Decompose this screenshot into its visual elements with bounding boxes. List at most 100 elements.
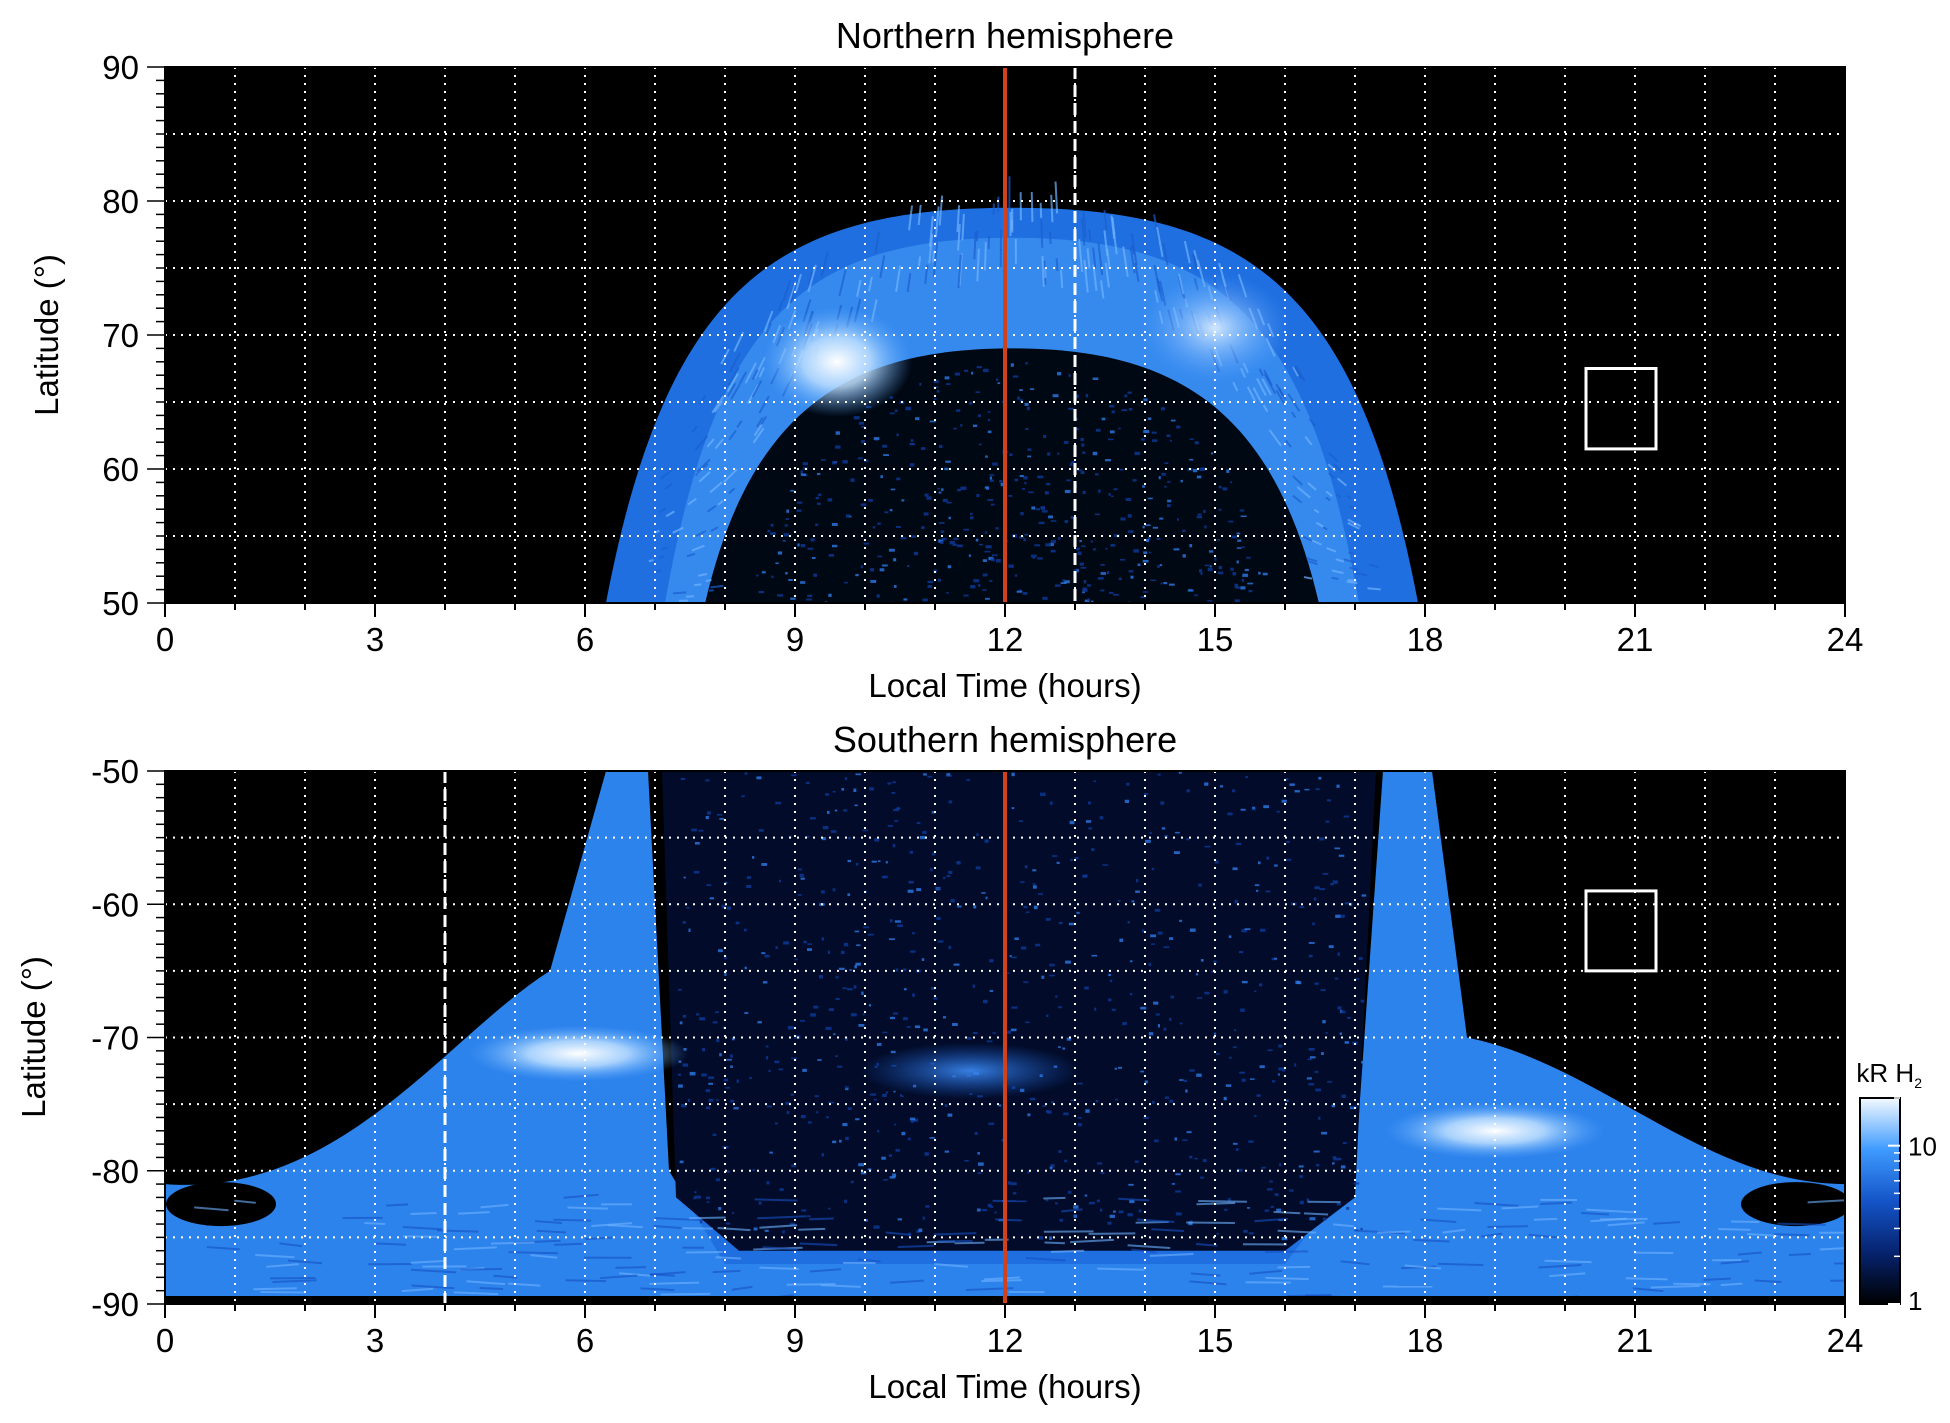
north-speckle	[976, 493, 980, 498]
south-speckle	[707, 811, 711, 815]
north-streak	[1335, 558, 1345, 563]
north-streak	[1131, 244, 1135, 255]
south-speckle	[1241, 1078, 1246, 1082]
south-speckle	[1333, 1157, 1339, 1161]
south-speckle	[821, 1153, 824, 1157]
north-x-tick-label: 21	[1617, 621, 1654, 658]
south-speckle	[1289, 783, 1295, 786]
north-speckle	[860, 565, 863, 569]
north-speckle	[947, 565, 952, 569]
north-speckle	[1050, 549, 1056, 553]
south-speckle	[889, 1176, 896, 1179]
south-speckle	[894, 1123, 897, 1126]
north-speckle	[1142, 525, 1145, 529]
north-streak	[694, 583, 702, 587]
south-speckle	[1102, 864, 1108, 866]
south-speckle	[887, 824, 894, 827]
south-speckle	[718, 949, 723, 953]
south-speckle	[1154, 909, 1161, 912]
north-speckle	[1120, 517, 1126, 521]
south-speckle	[1332, 880, 1338, 884]
south-speckle	[736, 1079, 739, 1083]
north-speckle	[1037, 475, 1044, 479]
north-streak	[1346, 494, 1352, 500]
north-streak	[695, 530, 707, 537]
north-speckle	[1094, 513, 1101, 516]
south-speckle	[1027, 1113, 1031, 1117]
south-speckle	[724, 955, 727, 960]
north-speckle	[1045, 543, 1051, 547]
south-speckle	[1248, 1232, 1254, 1235]
south-speckle	[842, 1122, 848, 1127]
north-speckle	[1038, 521, 1045, 525]
north-speckle	[1258, 571, 1261, 575]
north-speckle	[956, 409, 961, 412]
south-speckle	[769, 1151, 773, 1154]
north-streak	[1122, 246, 1129, 277]
colorbar-label: kR H2	[1856, 1058, 1922, 1091]
north-speckle	[842, 460, 848, 464]
north-speckle	[818, 493, 822, 497]
south-speckle	[716, 1099, 719, 1101]
south-reference-box	[1584, 889, 1658, 973]
south-streak	[255, 1253, 295, 1259]
north-speckle	[1024, 533, 1029, 536]
north-speckle	[1026, 406, 1030, 411]
south-speckle	[1062, 1047, 1066, 1050]
south-speckle	[1320, 1052, 1324, 1055]
south-speckle	[912, 1118, 919, 1122]
south-speckle	[1313, 1150, 1320, 1153]
south-streak	[1632, 1287, 1664, 1293]
north-y-tick-label: 50	[102, 585, 139, 622]
north-speckle	[977, 414, 982, 418]
south-speckle	[1251, 808, 1256, 811]
south-streak	[535, 1220, 563, 1225]
north-speckle	[1024, 481, 1027, 485]
north-speckle	[790, 489, 795, 492]
north-speckle	[1217, 571, 1224, 575]
north-speckle	[1025, 428, 1029, 431]
south-speckle	[719, 817, 725, 820]
south-speckle	[791, 1057, 798, 1060]
north-streak	[934, 206, 940, 238]
north-speckle	[1041, 510, 1048, 513]
south-speckle	[1186, 1131, 1192, 1134]
north-speckle	[1118, 577, 1122, 581]
south-speckle	[850, 1180, 854, 1184]
south-speckle	[1059, 1218, 1063, 1222]
south-speckle	[1164, 834, 1169, 838]
south-speckle	[1151, 867, 1155, 871]
south-speckle	[1277, 1073, 1280, 1076]
north-streak	[1307, 560, 1318, 566]
south-speckle	[1067, 1190, 1072, 1194]
south-speckle	[758, 1201, 762, 1205]
south-streak	[762, 1246, 798, 1251]
south-speckle	[1032, 885, 1037, 889]
north-streak	[706, 505, 717, 513]
south-speckle	[883, 875, 888, 879]
north-speckle	[1226, 469, 1230, 473]
north-speckle	[1140, 596, 1146, 599]
north-speckle	[820, 459, 826, 461]
south-speckle	[1083, 874, 1088, 877]
south-speckle	[1360, 999, 1365, 1003]
south-speckle	[844, 777, 848, 780]
south-speckle	[1160, 801, 1165, 805]
south-speckle	[910, 950, 916, 953]
south-speckle	[1152, 1100, 1155, 1104]
south-speckle	[1216, 1233, 1219, 1235]
south-speckle	[712, 1133, 717, 1137]
south-speckle	[897, 1218, 902, 1221]
south-speckle	[850, 1013, 857, 1017]
north-speckle	[831, 461, 837, 465]
north-streak	[1060, 269, 1064, 288]
south-streak	[375, 1242, 407, 1246]
south-speckle	[973, 905, 977, 909]
north-speckle	[952, 543, 958, 546]
south-speckle	[1175, 1212, 1182, 1216]
north-speckle	[923, 512, 929, 516]
north-speckle	[1189, 458, 1194, 461]
south-speckle	[891, 792, 896, 794]
north-streak	[1100, 280, 1105, 299]
